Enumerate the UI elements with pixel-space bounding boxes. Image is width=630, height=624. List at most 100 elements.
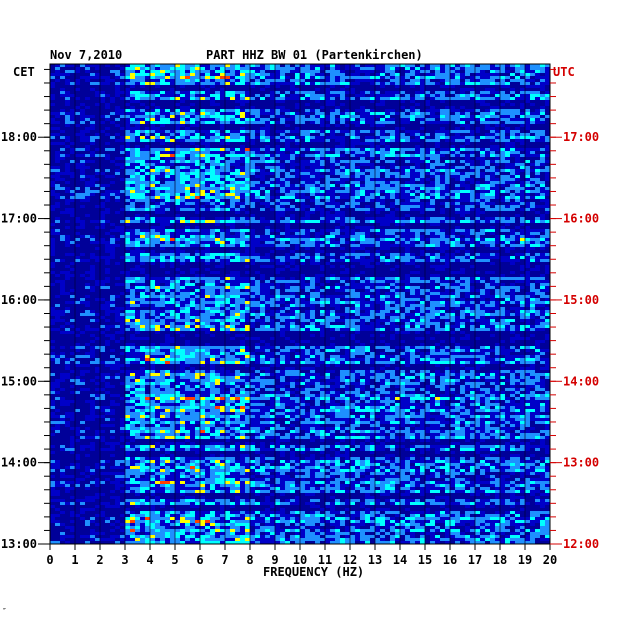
heatmap-cell [505,118,510,121]
heatmap-cell [155,103,160,106]
heatmap-cell [345,262,350,265]
heatmap-cell [365,247,370,250]
heatmap-cell [375,265,380,268]
heatmap-cell [410,136,415,139]
heatmap-cell [530,265,535,268]
heatmap-cell [320,91,325,94]
heatmap-cell [360,145,365,148]
heatmap-cell [470,157,475,160]
heatmap-cell [275,112,280,115]
heatmap-cell [220,115,225,118]
heatmap-cell [535,190,540,193]
heatmap-cell [375,76,380,79]
heatmap-cell [305,268,310,271]
heatmap-cell [405,94,410,97]
heatmap-cell [340,133,345,136]
heatmap-cell [495,211,500,214]
heatmap-cell [255,235,260,238]
heatmap-cell [365,214,370,217]
heatmap-cell [435,79,440,82]
heatmap-cell [280,196,285,199]
heatmap-cell [190,241,195,244]
heatmap-cell [140,163,145,166]
heatmap-cell [520,163,525,166]
heatmap-cell [485,121,490,124]
heatmap-cell [310,250,315,253]
heatmap-cell [300,112,305,115]
heatmap-cell [450,250,455,253]
heatmap-cell [175,175,180,178]
heatmap-cell [520,277,525,280]
heatmap-cell [415,94,420,97]
heatmap-cell [295,271,300,274]
heatmap-cell [505,265,510,268]
heatmap-cell [185,178,190,181]
heatmap-cell [505,154,510,157]
heatmap-cell [430,277,435,280]
heatmap-cell [540,271,545,274]
heatmap-cell [485,136,490,139]
heatmap-cell [490,229,495,232]
heatmap-cell [255,103,260,106]
heatmap-cell [295,82,300,85]
heatmap-cell [465,103,470,106]
heatmap-cell [80,244,85,247]
heatmap-cell [115,268,120,271]
heatmap-cell [510,112,515,115]
heatmap-cell [180,79,185,82]
heatmap-cell [515,70,520,73]
heatmap-cell [345,199,350,202]
heatmap-cell [365,268,370,271]
heatmap-cell [460,133,465,136]
heatmap-cell [425,232,430,235]
heatmap-cell [250,211,255,214]
heatmap-cell [485,241,490,244]
heatmap-cell [300,271,305,274]
heatmap-cell [275,142,280,145]
heatmap-cell [290,226,295,229]
heatmap-cell [240,268,245,271]
heatmap-cell [375,166,380,169]
heatmap-cell [215,154,220,157]
heatmap-cell [295,259,300,262]
heatmap-cell [325,277,330,280]
heatmap-cell [100,190,105,193]
heatmap-cell [120,169,125,172]
heatmap-cell [540,151,545,154]
heatmap-cell [90,232,95,235]
heatmap-cell [310,268,315,271]
heatmap-cell [120,259,125,262]
heatmap-cell [455,268,460,271]
heatmap-cell [375,187,380,190]
heatmap-cell [190,196,195,199]
heatmap-cell [345,142,350,145]
heatmap-cell [60,64,65,67]
heatmap-cell [145,97,150,100]
heatmap-cell [65,229,70,232]
heatmap-cell [370,238,375,241]
heatmap-cell [205,172,210,175]
heatmap-cell [290,271,295,274]
heatmap-cell [170,154,175,157]
heatmap-cell [495,181,500,184]
heatmap-cell [375,169,380,172]
heatmap-cell [240,235,245,238]
heatmap-cell [330,226,335,229]
heatmap-cell [490,223,495,226]
heatmap-cell [165,70,170,73]
heatmap-cell [325,232,330,235]
heatmap-cell [245,67,250,70]
heatmap-cell [145,139,150,142]
heatmap-cell [470,121,475,124]
heatmap-cell [525,109,530,112]
heatmap-cell [320,145,325,148]
heatmap-cell [330,232,335,235]
heatmap-cell [190,247,195,250]
heatmap-cell [235,184,240,187]
heatmap-cell [230,211,235,214]
heatmap-cell [515,217,520,220]
heatmap-cell [60,214,65,217]
heatmap-cell [250,220,255,223]
heatmap-cell [190,238,195,241]
heatmap-cell [535,130,540,133]
